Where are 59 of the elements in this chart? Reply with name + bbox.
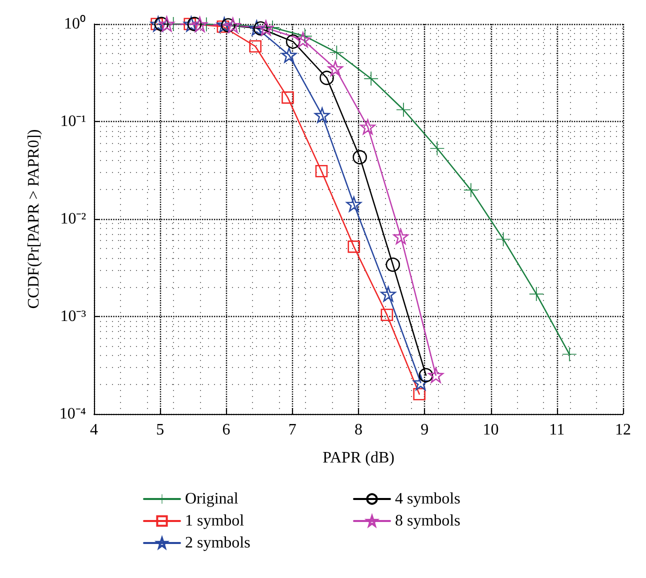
point — [360, 119, 376, 135]
x-tick-label: 12 — [615, 422, 631, 438]
y-axis-title: CCDF(Pr[PAPR > PAPR0]) — [26, 129, 42, 309]
y-tick-label: 10⁻⁴ — [59, 406, 86, 422]
point — [562, 347, 576, 362]
point — [249, 40, 262, 52]
x-tick-label: 10 — [482, 422, 499, 438]
point — [330, 46, 344, 60]
legend-label: 2 symbols — [185, 534, 250, 552]
point — [286, 34, 300, 49]
legend-label: 1 symbol — [185, 512, 245, 530]
point — [187, 16, 202, 32]
point — [418, 368, 434, 382]
point — [386, 258, 400, 272]
point — [328, 60, 344, 76]
point — [413, 374, 428, 390]
point — [150, 16, 166, 32]
point — [315, 164, 328, 178]
point — [380, 308, 394, 321]
x-tick-label: 11 — [549, 422, 565, 438]
point — [364, 72, 378, 86]
point — [430, 141, 444, 156]
point — [258, 20, 274, 36]
y-tick-label: 10⁻¹ — [60, 113, 86, 130]
point — [464, 183, 478, 198]
y-tick-label: 10⁻² — [60, 210, 86, 228]
point — [295, 32, 311, 48]
x-axis-title: PAPR (dB) — [322, 450, 394, 466]
point — [225, 18, 241, 33]
legend-label: 4 symbols — [395, 490, 460, 508]
point — [380, 286, 396, 302]
legend-label: Original — [185, 490, 239, 508]
point — [254, 21, 268, 36]
legend-label: 8 symbols — [395, 512, 460, 530]
point — [216, 17, 232, 33]
y-tick-label: 10⁰ — [64, 14, 86, 32]
point — [320, 70, 334, 86]
point — [192, 16, 208, 32]
point — [249, 20, 264, 36]
point — [393, 228, 408, 244]
x-tick-label: 9 — [420, 422, 429, 438]
x-tick-label: 4 — [90, 422, 98, 438]
point — [396, 102, 410, 117]
point — [314, 108, 330, 123]
x-tick-label: 8 — [354, 422, 362, 438]
point — [529, 287, 544, 302]
x-tick-label: 5 — [156, 422, 164, 438]
point — [413, 388, 426, 400]
x-tick-label: 7 — [288, 422, 296, 438]
y-tick-label: 10⁻³ — [60, 308, 86, 325]
point — [428, 368, 444, 383]
point — [352, 150, 367, 164]
point — [154, 16, 169, 32]
point — [281, 47, 297, 63]
point — [282, 91, 294, 104]
x-tick-label: 6 — [222, 422, 230, 438]
point — [346, 196, 362, 212]
point — [348, 240, 360, 253]
point — [159, 16, 174, 32]
